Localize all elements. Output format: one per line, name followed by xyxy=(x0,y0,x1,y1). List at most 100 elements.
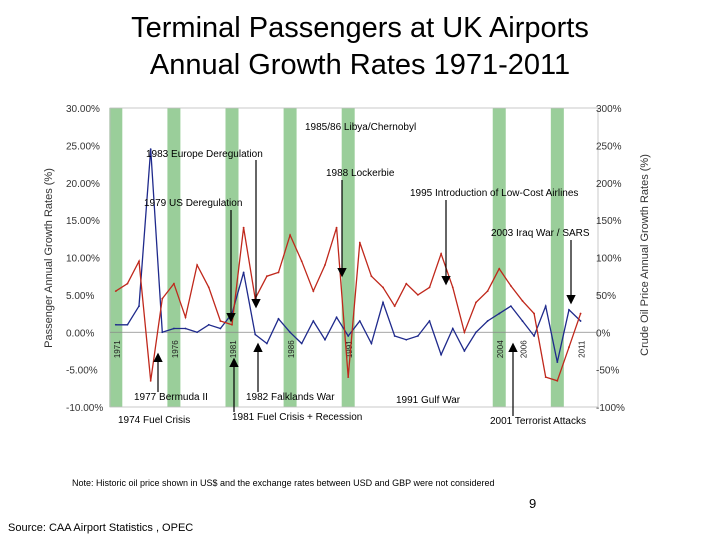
highlight-band-2004 xyxy=(492,108,506,407)
y-tick-label: 10.00% xyxy=(66,254,100,265)
x-year-label-2006: 2006 xyxy=(519,340,528,358)
data-point xyxy=(451,327,454,330)
data-point xyxy=(463,331,466,334)
data-point xyxy=(149,148,152,151)
data-point xyxy=(114,323,117,326)
y-tick-label: 30.00% xyxy=(66,104,100,115)
data-point xyxy=(114,290,117,293)
data-point xyxy=(277,271,280,274)
data-point xyxy=(312,290,315,293)
data-point xyxy=(393,335,396,337)
annotation-label: 1995 Introduction of Low-Cost Airlines xyxy=(410,188,578,199)
data-point xyxy=(254,333,257,336)
x-year-label-1991: 1991 xyxy=(345,340,354,358)
annotation-label: 1981 Fuel Crisis + Recession xyxy=(232,412,362,423)
data-point xyxy=(173,282,175,285)
data-point xyxy=(347,376,350,378)
data-point xyxy=(440,353,443,356)
data-point xyxy=(138,260,140,263)
data-point xyxy=(405,282,408,285)
data-point xyxy=(277,317,280,320)
data-point xyxy=(184,327,187,330)
data-point xyxy=(498,312,501,315)
data-point xyxy=(300,342,303,345)
data-point xyxy=(544,305,547,307)
data-point xyxy=(324,264,326,266)
data-point xyxy=(568,346,570,349)
data-point xyxy=(219,327,222,330)
data-point xyxy=(324,338,326,341)
y-tick-label: 5.00% xyxy=(66,291,94,302)
data-point xyxy=(509,285,512,287)
data-point xyxy=(579,312,582,315)
data-point xyxy=(196,331,199,334)
x-year-label-1981: 1981 xyxy=(229,340,238,358)
y-tick-label: 0.00% xyxy=(66,328,94,339)
annotation-label: 2003 Iraq War / SARS xyxy=(491,228,590,239)
data-point xyxy=(486,290,489,293)
chart-title: Terminal Passengers at UK Airports Annua… xyxy=(0,10,720,84)
data-point xyxy=(126,282,129,285)
source-line: Source: CAA Airport Statistics , OPEC xyxy=(8,522,194,534)
data-point xyxy=(428,286,431,289)
x-year-label-1971: 1971 xyxy=(113,340,122,358)
y-tick-label: -5.00% xyxy=(66,366,98,377)
data-point xyxy=(242,226,245,229)
data-point xyxy=(370,342,373,345)
data-point xyxy=(300,260,303,263)
annotation-label: 1977 Bermuda II xyxy=(134,392,208,403)
data-point xyxy=(533,335,535,337)
data-point xyxy=(579,320,582,322)
data-point xyxy=(196,264,199,266)
y2-tick-label: -50% xyxy=(596,366,619,377)
data-point xyxy=(382,301,384,304)
data-point xyxy=(138,305,140,307)
data-point xyxy=(428,320,431,322)
y2-tick-label: 100% xyxy=(596,254,622,265)
footnote: Note: Historic oil price shown in US$ an… xyxy=(72,478,495,488)
data-point xyxy=(289,234,291,236)
data-point xyxy=(289,331,291,334)
data-point xyxy=(475,301,477,304)
data-point xyxy=(568,308,570,311)
y2-tick-label: 0% xyxy=(596,328,611,339)
data-point xyxy=(161,297,164,300)
data-point xyxy=(149,379,152,382)
data-point xyxy=(370,275,373,278)
data-point xyxy=(207,323,210,326)
data-point xyxy=(173,327,175,330)
y-tick-label: 25.00% xyxy=(66,141,100,152)
y2-tick-label: 50% xyxy=(596,291,616,302)
annotation-label: 1974 Fuel Crisis xyxy=(118,415,190,426)
data-point xyxy=(544,376,547,378)
data-point xyxy=(126,323,129,326)
x-year-label-1976: 1976 xyxy=(171,340,180,358)
annotation-label: 1988 Lockerbie xyxy=(326,168,395,179)
data-point xyxy=(382,286,384,289)
data-point xyxy=(451,286,454,289)
data-point xyxy=(207,286,210,289)
data-point xyxy=(242,271,245,274)
data-point xyxy=(347,335,350,337)
data-point xyxy=(231,323,233,326)
highlight-band-1991 xyxy=(341,108,355,407)
plot-border xyxy=(109,107,599,408)
data-point xyxy=(417,335,419,337)
data-point xyxy=(556,379,559,382)
x-year-label-1986: 1986 xyxy=(287,340,296,358)
y-tick-label: 15.00% xyxy=(66,216,100,227)
page-number: 9 xyxy=(529,496,537,511)
data-point xyxy=(521,320,524,322)
data-point xyxy=(498,267,501,270)
y-tick-label: -10.00% xyxy=(66,403,103,414)
annotation-label: 1979 US Deregulation xyxy=(144,198,242,209)
x-year-label-2004: 2004 xyxy=(496,340,505,358)
data-point xyxy=(405,338,408,341)
data-point xyxy=(393,305,396,307)
y-axis-title: Passenger Annual Growth Rates (%) xyxy=(43,168,55,348)
y2-tick-label: 300% xyxy=(596,104,622,115)
annotation-label: 1983 Europe Deregulation xyxy=(146,149,263,160)
data-point xyxy=(335,226,338,229)
x-year-label-2011: 2011 xyxy=(578,340,587,358)
data-point xyxy=(219,320,222,322)
